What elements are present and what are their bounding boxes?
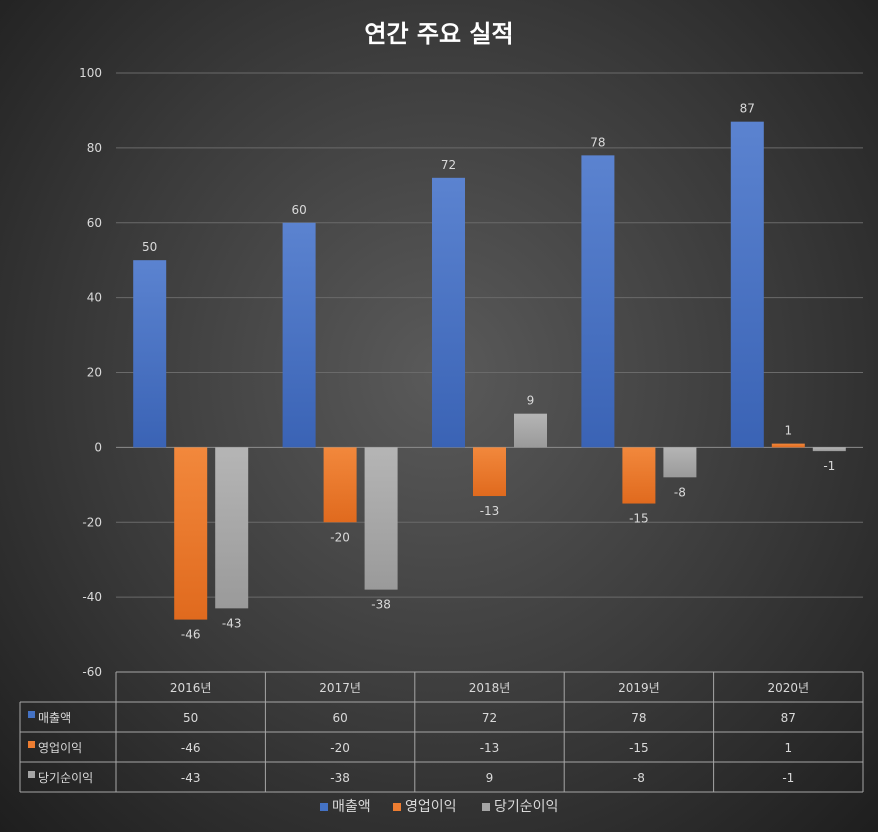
table-cell: -8 [633, 771, 645, 785]
table-header-cell: 2018년 [469, 681, 511, 695]
bar-당기순이익 [364, 447, 398, 590]
legend-label: 매출액 [332, 799, 371, 815]
chart-title: 연간 주요 실적 [364, 20, 513, 48]
y-tick-label: 20 [87, 366, 102, 380]
table-cell: -20 [330, 741, 350, 755]
bar-당기순이익 [812, 447, 846, 452]
table-row-label: 당기순이익 [38, 771, 93, 785]
legend-label: 영업이익 [405, 799, 457, 815]
bar-매출액 [581, 155, 615, 448]
table-cell: 87 [781, 711, 796, 725]
table-header-cell: 2017년 [319, 681, 361, 695]
data-label: 78 [590, 135, 605, 149]
data-label: 72 [441, 158, 456, 172]
legend-label: 당기순이익 [494, 799, 558, 815]
bar-매출액 [133, 260, 167, 448]
data-labels: 50 -46 -43 60 -20 -38 72 -13 9 78 -15 -8 87 1 -1 [142, 102, 835, 642]
table-header-cell: 2016년 [170, 681, 212, 695]
bar-매출액 [282, 222, 316, 448]
data-label: 50 [142, 240, 157, 254]
y-tick-label: 40 [87, 291, 102, 305]
y-tick-label: -60 [82, 665, 102, 679]
y-tick-label: 60 [87, 216, 102, 230]
table-cell: -46 [181, 741, 201, 755]
legend-swatch [320, 803, 328, 811]
table-header-cell: 2020년 [768, 681, 810, 695]
table-row-label: 영업이익 [38, 741, 82, 755]
data-label: -1 [823, 459, 835, 473]
y-tick-label: 0 [94, 440, 102, 454]
table-cell: -43 [181, 771, 201, 785]
table-cell: -13 [480, 741, 500, 755]
table-cell: 9 [486, 771, 494, 785]
data-label: -38 [371, 598, 391, 612]
legend: 매출액 영업이익 당기순이익 [320, 799, 558, 815]
bar-영업이익 [473, 447, 506, 497]
table-legend-key [28, 711, 35, 718]
table-cell: -15 [629, 741, 649, 755]
data-label: 60 [291, 203, 306, 217]
bar-영업이익 [771, 443, 805, 448]
data-label: 1 [784, 424, 792, 438]
bar-매출액 [432, 177, 465, 448]
bars [133, 121, 846, 620]
table-legend-key [28, 771, 35, 778]
table-cell: 72 [482, 711, 497, 725]
table-row-label: 매출액 [38, 711, 71, 725]
bar-매출액 [730, 121, 764, 448]
table-header-cell: 2019년 [618, 681, 660, 695]
table-cell: 1 [784, 741, 792, 755]
table-cell: 60 [332, 711, 347, 725]
table-cell: 50 [183, 711, 198, 725]
y-tick-label: -20 [82, 515, 102, 529]
data-label: -15 [629, 512, 649, 526]
y-tick-label: -40 [82, 590, 102, 604]
data-label: -8 [674, 485, 686, 499]
data-label: 87 [740, 102, 755, 116]
bar-영업이익 [323, 447, 357, 523]
bar-당기순이익 [215, 447, 249, 609]
bar-당기순이익 [663, 447, 697, 478]
table-legend-key [28, 741, 35, 748]
data-label: -43 [222, 616, 242, 630]
data-label: -13 [480, 504, 500, 518]
data-label: -20 [330, 530, 350, 544]
data-label: -46 [181, 628, 201, 642]
bar-당기순이익 [514, 413, 547, 448]
legend-swatch [482, 803, 490, 811]
table-cell: -38 [330, 771, 350, 785]
bar-영업이익 [174, 447, 208, 620]
y-tick-label: 100 [79, 66, 102, 80]
bar-영업이익 [622, 447, 656, 504]
data-label: 9 [527, 394, 535, 408]
y-tick-label: 80 [87, 141, 102, 155]
table-cell: 78 [631, 711, 646, 725]
table-cell: -1 [782, 771, 794, 785]
legend-swatch [393, 803, 401, 811]
y-axis-ticks: 100 80 60 40 20 0 -20 -40 -60 [79, 66, 102, 679]
